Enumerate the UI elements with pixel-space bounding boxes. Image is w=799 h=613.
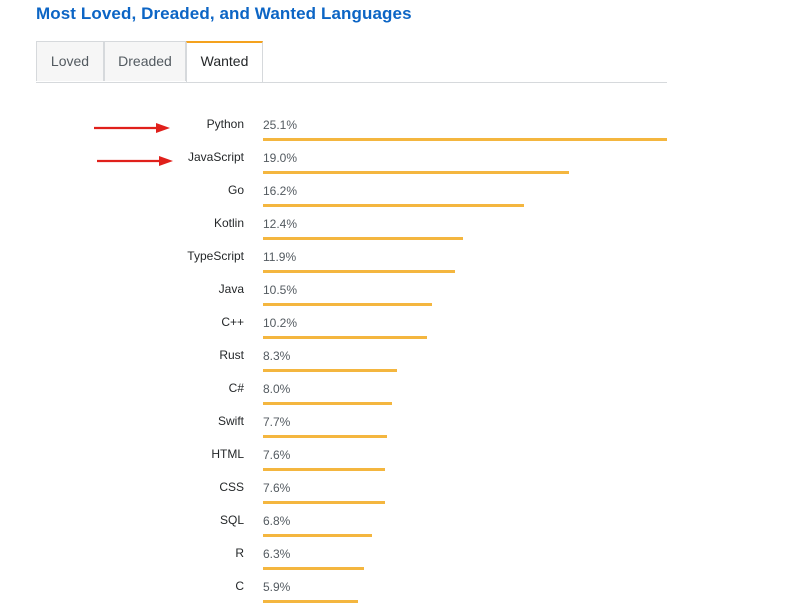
bar-row: HTML 7.6%: [0, 430, 799, 471]
bar-row: SQL 6.8%: [0, 496, 799, 537]
bar: [263, 435, 387, 438]
bar-row: C 5.9%: [0, 562, 799, 603]
bar-row: Java 10.5%: [0, 265, 799, 306]
category-label: R: [235, 546, 244, 560]
value-label: 10.5%: [263, 283, 298, 297]
red-arrow-icon: [97, 156, 173, 166]
bar-row: C# 8.0%: [0, 364, 799, 405]
bar: [263, 534, 373, 537]
bar-row: CSS 7.6%: [0, 463, 799, 504]
value-label: 8.0%: [263, 382, 291, 396]
bar-row: Go 16.2%: [0, 166, 799, 207]
value-label: 8.3%: [263, 349, 291, 363]
bar: [263, 270, 455, 273]
category-label: Python: [206, 117, 244, 131]
bar-row: Python 25.1%: [0, 100, 799, 141]
bar: [263, 567, 365, 570]
category-label: CSS: [219, 480, 244, 494]
value-label: 16.2%: [263, 184, 298, 198]
red-arrow-icon: [94, 123, 170, 133]
bar: [263, 138, 667, 141]
category-label: Rust: [219, 348, 244, 362]
value-label: 6.3%: [263, 547, 291, 561]
bar: [263, 204, 524, 207]
value-label: 5.9%: [263, 580, 291, 594]
tab-wanted[interactable]: Wanted: [186, 41, 263, 82]
value-label: 7.6%: [263, 448, 291, 462]
value-label: 7.7%: [263, 415, 291, 429]
bar-row: Kotlin 12.4%: [0, 199, 799, 240]
bar-row: R 6.3%: [0, 529, 799, 570]
category-label: C: [235, 579, 244, 593]
value-label: 10.2%: [263, 316, 298, 330]
value-label: 7.6%: [263, 481, 291, 495]
bar-chart: Python 25.1% JavaScript 19.0% Go 16.2% Kotlin 1…: [0, 100, 799, 613]
bar-row: JavaScript 19.0%: [0, 133, 799, 174]
bar-row: C++ 10.2%: [0, 298, 799, 339]
tab-dreaded[interactable]: Dreaded: [104, 41, 186, 81]
bar: [263, 468, 386, 471]
category-label: TypeScript: [187, 249, 244, 263]
bar: [263, 369, 397, 372]
bar: [263, 237, 463, 240]
category-label: Kotlin: [213, 216, 244, 230]
value-label: 25.1%: [263, 118, 298, 132]
page-title: Most Loved, Dreaded, and Wanted Language…: [36, 4, 412, 23]
bar-row: Swift 7.7%: [0, 397, 799, 438]
tab-bar: Loved Dreaded Wanted: [36, 41, 667, 83]
tab-loved[interactable]: Loved: [36, 41, 104, 81]
category-label: JavaScript: [187, 150, 244, 164]
category-label: Go: [227, 183, 244, 197]
value-label: 11.9%: [263, 250, 297, 264]
bar-row: TypeScript 11.9%: [0, 232, 799, 273]
category-label: Swift: [217, 414, 244, 428]
bar: [263, 303, 432, 306]
category-label: HTML: [211, 447, 244, 461]
bar-row: Rust 8.3%: [0, 331, 799, 372]
value-label: 19.0%: [263, 151, 298, 165]
value-label: 12.4%: [263, 217, 298, 231]
bar: [263, 336, 428, 339]
value-label: 6.8%: [263, 514, 291, 528]
bar: [263, 171, 569, 174]
bar: [263, 402, 392, 405]
category-label: C++: [221, 315, 244, 329]
category-label: C#: [228, 381, 244, 395]
bar: [263, 600, 358, 603]
bar: [263, 501, 386, 504]
category-label: SQL: [219, 513, 244, 527]
category-label: Java: [218, 282, 244, 296]
